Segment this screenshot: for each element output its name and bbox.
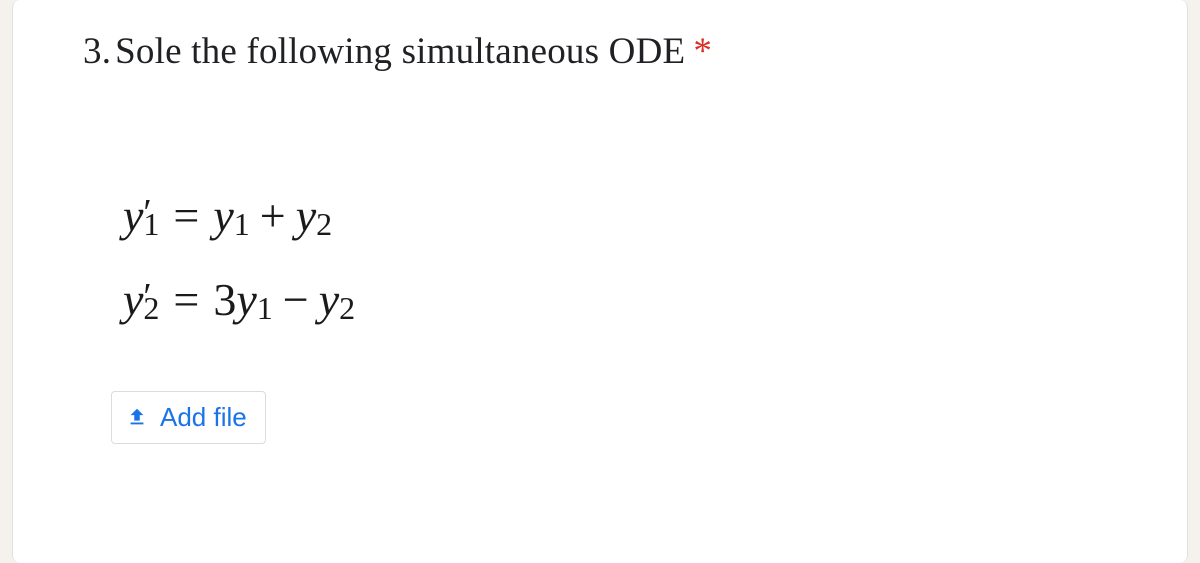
eq2-op-minus: − xyxy=(283,262,309,338)
add-file-label: Add file xyxy=(160,402,247,433)
eq1-lhs-var: y xyxy=(123,178,143,254)
eq2-lhs-sub: 2 xyxy=(143,282,159,335)
eq1-op-plus: + xyxy=(260,178,286,254)
eq1-lhs-sub: 1 xyxy=(143,198,159,251)
question-text: Sole the following simultaneous ODE xyxy=(115,31,685,72)
question-heading: 3. Sole the following simultaneous ODE * xyxy=(83,30,1117,73)
equation-line-1: y1 = y1 + y2 xyxy=(123,178,1117,254)
eq1-term2-var: y xyxy=(296,178,316,254)
eq2-term1-sub: 1 xyxy=(257,282,273,335)
equations-block: y1 = y1 + y2 y2 = 3y1 − y2 xyxy=(123,178,1117,338)
eq2-equals: = xyxy=(173,262,199,338)
eq2-term1-var: y xyxy=(236,262,256,338)
add-file-button[interactable]: Add file xyxy=(111,391,266,444)
eq2-term1-coef: 3 xyxy=(213,262,236,338)
eq2-term2-var: y xyxy=(319,262,339,338)
eq1-equals: = xyxy=(173,178,199,254)
required-indicator: * xyxy=(693,31,712,72)
question-card: 3. Sole the following simultaneous ODE *… xyxy=(12,0,1188,563)
eq1-term1-var: y xyxy=(213,178,233,254)
eq1-term2-sub: 2 xyxy=(316,198,332,251)
question-number: 3. xyxy=(83,31,111,72)
equation-line-2: y2 = 3y1 − y2 xyxy=(123,262,1117,338)
upload-icon xyxy=(126,406,148,428)
eq1-term1-sub: 1 xyxy=(234,198,250,251)
eq2-term2-sub: 2 xyxy=(339,282,355,335)
eq2-lhs-var: y xyxy=(123,262,143,338)
